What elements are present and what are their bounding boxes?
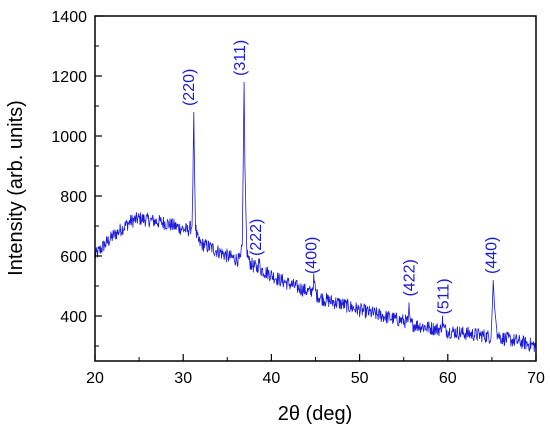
peak-label: (222) bbox=[248, 219, 265, 256]
y-tick-label: 600 bbox=[60, 249, 87, 266]
y-tick-label: 800 bbox=[60, 189, 87, 206]
y-axis-title: Intensity (arb. units) bbox=[5, 100, 27, 276]
peak-label: (511) bbox=[436, 278, 453, 314]
y-tick-label: 1200 bbox=[51, 69, 87, 86]
x-tick-label: 40 bbox=[263, 370, 281, 387]
peak-label: (400) bbox=[303, 237, 320, 274]
y-tick-label: 1000 bbox=[51, 129, 87, 146]
peak-label: (220) bbox=[181, 69, 198, 106]
peak-label: (311) bbox=[232, 40, 249, 76]
x-tick-label: 30 bbox=[174, 370, 192, 387]
x-tick-label: 70 bbox=[527, 370, 545, 387]
y-tick-label: 1400 bbox=[51, 9, 87, 26]
x-tick-label: 60 bbox=[439, 370, 457, 387]
x-axis-title: 2θ (deg) bbox=[278, 403, 353, 425]
x-tick-label: 50 bbox=[351, 370, 369, 387]
plot-frame bbox=[94, 15, 537, 362]
x-tick-label: 20 bbox=[86, 370, 104, 387]
y-tick-label: 400 bbox=[60, 309, 87, 326]
x-axis-ticks: 20 30 40 50 60 70 bbox=[86, 354, 545, 387]
peak-label: (422) bbox=[401, 259, 418, 296]
series-layer bbox=[94, 81, 537, 353]
peak-label: (440) bbox=[483, 237, 500, 274]
series-line bbox=[94, 81, 537, 353]
plot-area: 20 30 40 50 60 70 400 600 800 1000 1200 1400 (220)… bbox=[51, 9, 545, 387]
peak-annotations: (220) (311) (222) (400) (422) (511) (440) bbox=[181, 40, 500, 315]
y-axis-ticks: 400 600 800 1000 1200 1400 bbox=[51, 9, 102, 347]
